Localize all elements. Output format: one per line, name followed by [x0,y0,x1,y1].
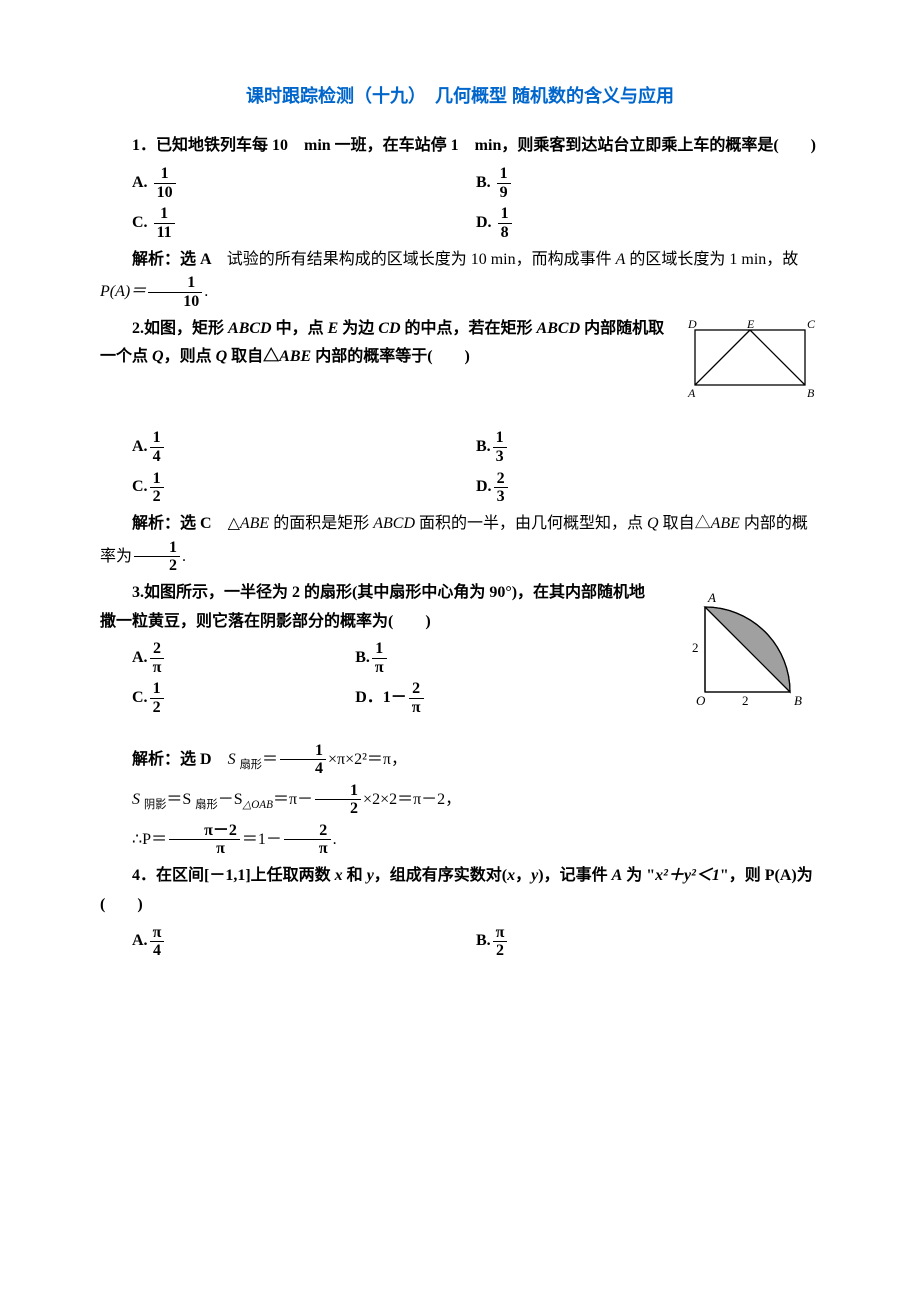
opt-label: D. [476,473,492,502]
q1-opt-b: 19 [497,165,511,201]
opt-label: B. [476,169,491,198]
q4-opt-a: π4 [150,924,165,960]
q2-solution: 解析：选 C △ABE 的面积是矩形 ABCD 面积的一半，由几何概型知，点 Q… [100,510,820,575]
opt-label: A. [132,169,148,198]
opt-label: A. [132,644,148,673]
q2-options-row2: C.12 D.23 [132,470,820,506]
opt-label: D. [476,209,492,238]
q3-solution-2: S 阴影＝S 扇形－S△OAB＝π－12×2×2＝π－2， [100,782,820,818]
q3-options-row2: C.12 D．1－2π [132,680,578,716]
opt-label: D． [355,684,383,713]
q3-opt-a: 2π [150,640,165,676]
q1-options-row1: A. 110 B. 19 [132,165,820,201]
q3-options-row1: A.2π B.1π [132,640,578,676]
q3-opt-d: 2π [409,680,424,716]
svg-text:A: A [687,386,696,400]
opt-label: C. [132,209,148,238]
q4-text: 4．在区间[－1,1]上任取两数 x 和 y，组成有序实数对(x，y)，记事件 … [100,862,820,920]
q1-solution: 解析：选 A 试验的所有结果构成的区域长度为 10 min，而构成事件 A 的区… [100,246,820,311]
q1-text: 1．已知地铁列车每 10 min 一班，在车站停 1 min，则乘客到达站台立即… [100,132,820,161]
opt-label: B. [476,433,491,462]
q4-options-row1: A.π4 B.π2 [132,924,820,960]
q3-solution-1: 解析：选 D S 扇形＝14×π×2²＝π， [100,742,820,778]
opt-label: C. [132,473,148,502]
svg-text:O: O [696,693,706,708]
q2-opt-d: 23 [494,470,508,506]
q2-options-row1: A.14 B.13 [132,429,820,465]
q3-opt-c: 12 [150,680,164,716]
q3-opt-b: 1π [372,640,387,676]
svg-text:D: D [687,317,697,331]
q1-opt-a: 110 [154,165,176,201]
svg-text:A: A [707,590,716,605]
q1-opt-d: 18 [498,205,512,241]
opt-label: B. [355,644,370,673]
page-title: 课时跟踪检测（十九） 几何概型 随机数的含义与应用 [100,80,820,112]
opt-label: B. [476,927,491,956]
opt-label: A. [132,927,148,956]
q3-solution-3: ∴P＝π－2π＝1－2π. [100,822,820,858]
q4-opt-b: π2 [493,924,508,960]
svg-text:E: E [746,317,755,331]
svg-text:2: 2 [692,640,699,655]
q2-figure: D E C A B [680,315,820,416]
q1-opt-c: 111 [154,205,175,241]
q2-opt-a: 14 [150,429,164,465]
q2-opt-c: 12 [150,470,164,506]
opt-label: A. [132,433,148,462]
svg-text:B: B [807,386,815,400]
svg-text:C: C [807,317,816,331]
q2-opt-b: 13 [493,429,507,465]
q1-options-row2: C. 111 D. 18 [132,205,820,241]
q3-figure: O B A 2 2 [670,587,820,728]
svg-text:B: B [794,693,802,708]
svg-text:2: 2 [742,693,749,708]
opt-label: C. [132,684,148,713]
